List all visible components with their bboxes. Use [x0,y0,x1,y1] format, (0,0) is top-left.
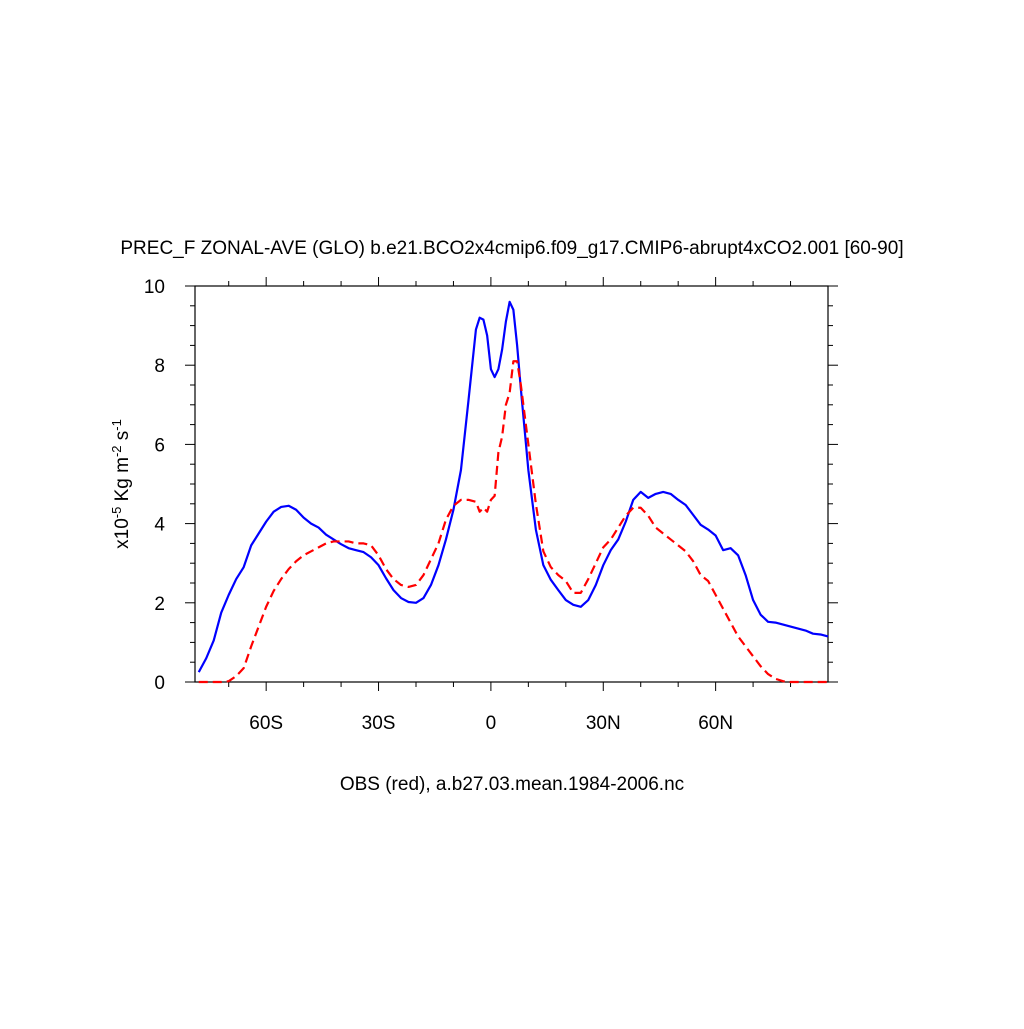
y-axis-label-superscript: -5 [109,507,124,519]
series-line [198,360,828,684]
plot-frame [194,285,829,683]
x-tick-label: 60S [249,713,283,734]
x-tick-label: 30N [586,713,621,734]
y-axis-label-superscript: -2 [109,445,124,457]
chart-title: PREC_F ZONAL-AVE (GLO) b.e21.BCO2x4cmip6… [120,238,903,259]
x-tick-label: 60N [698,713,733,734]
x-tick-label: 30S [362,713,396,734]
y-tick-label: 6 [154,435,165,456]
y-tick-label: 2 [154,594,165,615]
series-line [197,300,829,673]
y-tick-label: 0 [154,673,165,694]
y-tick-label: 8 [154,356,165,377]
x-tick-label: 0 [486,713,497,734]
y-axis-label: x10-5 Kg m-2 s-1 [109,419,133,549]
y-tick-label: 4 [154,515,165,536]
y-axis-label-superscript: -1 [109,419,124,431]
x-axis-label: OBS (red), a.b27.03.mean.1984-2006.nc [340,774,684,795]
y-axis-label-part: x10 [112,518,133,549]
y-tick-label: 10 [144,277,165,298]
y-axis-label-part: Kg m [112,457,133,507]
y-axis-label-part: s [112,431,133,446]
